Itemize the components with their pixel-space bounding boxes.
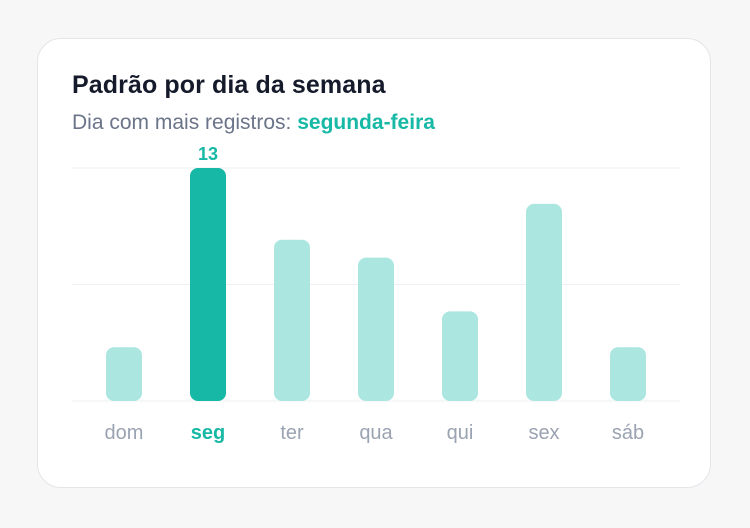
- bar-seg: [190, 168, 226, 401]
- subtitle-prefix: Dia com mais registros:: [72, 111, 298, 134]
- bar-ter: [274, 239, 310, 401]
- bar-sex: [526, 203, 562, 401]
- x-tick-label-ter: ter: [280, 422, 304, 444]
- x-tick-label-sáb: sáb: [612, 422, 644, 444]
- x-tick-label-dom: dom: [105, 422, 144, 444]
- data-label-seg: 13: [198, 144, 218, 164]
- bar-sáb: [610, 347, 646, 401]
- x-tick-label-qua: qua: [359, 422, 393, 444]
- bar-qua: [358, 257, 394, 401]
- card-title: Padrão por dia da semana: [72, 71, 386, 99]
- bar-dom: [106, 347, 142, 401]
- bar-qui: [442, 311, 478, 401]
- card-subtitle: Dia com mais registros: segunda-feira: [72, 111, 435, 135]
- x-tick-label-seg: seg: [191, 422, 225, 444]
- weekday-bar-chart: dom seg 13 ter qua qui sex sáb: [72, 144, 680, 444]
- weekday-pattern-card: Padrão por dia da semana Dia com mais re…: [37, 38, 711, 488]
- x-tick-label-sex: sex: [528, 422, 559, 444]
- top-day-highlight: segunda-feira: [297, 111, 435, 134]
- x-tick-label-qui: qui: [447, 422, 474, 444]
